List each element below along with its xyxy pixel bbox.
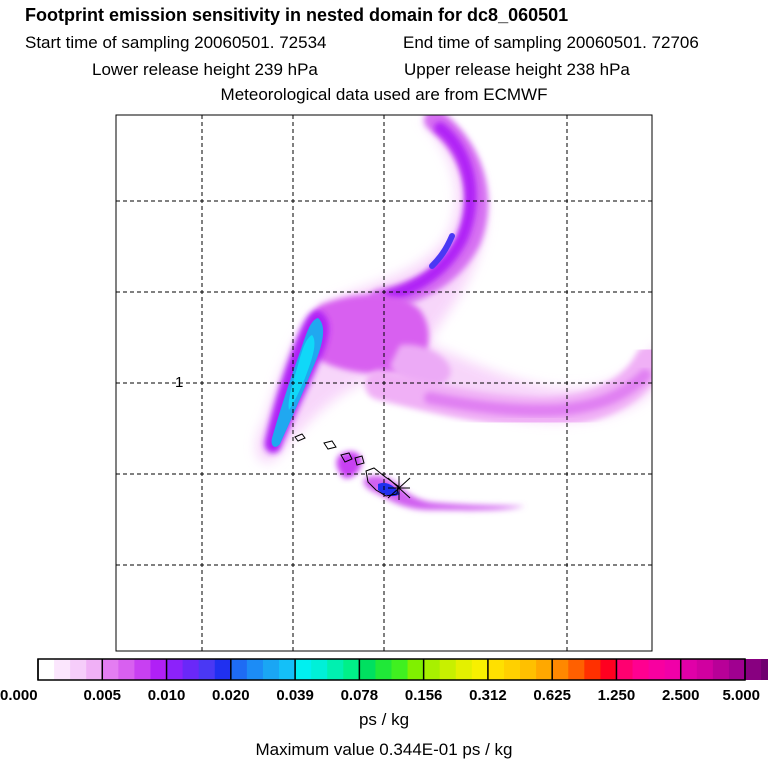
maximum-value-label: Maximum value 0.344E-01 ps / kg xyxy=(255,740,513,759)
colorbar-cell xyxy=(198,659,216,680)
colorbar-cell xyxy=(600,659,618,680)
colorbar-cell xyxy=(552,659,569,680)
colorbar-cell xyxy=(375,659,393,680)
colorbar-tick-label: 0.010 xyxy=(148,687,186,704)
colorbar-tick-label: 0.078 xyxy=(341,687,379,704)
colorbar-cell xyxy=(295,659,312,680)
colorbar-cell xyxy=(536,659,553,680)
colorbar-cell xyxy=(70,659,87,680)
end-time-label: End time of sampling 20060501. 72706 xyxy=(403,33,699,52)
colorbar-ticks xyxy=(37,659,746,680)
colorbar-cell xyxy=(520,659,537,680)
colorbar-cell xyxy=(86,659,103,680)
colorbar-cell xyxy=(343,659,360,680)
plume-streak-bright xyxy=(288,335,315,410)
colorbar-tick-label: 0.625 xyxy=(533,687,571,704)
receptor-marker xyxy=(387,476,411,500)
colorbar-cell xyxy=(166,659,184,680)
upper-release-height-label: Upper release height 238 hPa xyxy=(404,60,630,79)
colorbar-unit: ps / kg xyxy=(358,710,410,729)
colorbar-tick-label: 0.005 xyxy=(83,687,121,704)
colorbar-tick-label: 5.000 xyxy=(722,687,760,704)
colorbar-cell xyxy=(664,659,682,680)
colorbar-cell xyxy=(102,659,119,680)
colorbar-tick-label: 0.312 xyxy=(469,687,507,704)
colorbar-cell xyxy=(246,659,264,680)
map-frame xyxy=(115,114,653,652)
plume-halo xyxy=(256,118,652,463)
colorbar-tick-label: 0.000 xyxy=(0,687,38,704)
colorbar-cell xyxy=(648,659,666,680)
colorbar-tick-label: 0.156 xyxy=(405,687,443,704)
colorbar-labels: 0.000 0.005 0.010 0.020 0.039 0.078 0.156 0.312… xyxy=(0,687,760,704)
plume-south xyxy=(363,475,525,511)
plume-hook-core xyxy=(384,122,477,302)
coastline-island-1 xyxy=(294,433,306,442)
colorbar-cell xyxy=(38,659,55,680)
colorbar-cell xyxy=(54,659,71,680)
colorbar-cell xyxy=(150,659,168,680)
colorbar-cell xyxy=(487,659,505,680)
colorbar-cell xyxy=(761,659,768,680)
colorbar-cell xyxy=(279,659,296,680)
plot-title: Footprint emission sensitivity in nested… xyxy=(25,5,569,25)
colorbar-cell xyxy=(696,659,714,680)
coastline-big-island xyxy=(365,467,399,497)
colorbar-cell xyxy=(455,659,473,680)
colorbar-cell xyxy=(439,659,457,680)
colorbar-cell xyxy=(311,659,328,680)
plume-arc-core xyxy=(424,369,651,417)
colorbar-cells xyxy=(38,659,768,680)
colorbar-tick-label: 1.250 xyxy=(598,687,636,704)
colorbar-cell xyxy=(632,659,650,680)
colorbar-cell xyxy=(391,659,409,680)
meteorological-data-label: Meteorological data used are from ECMWF xyxy=(220,85,548,104)
colorbar-cell xyxy=(728,659,746,680)
colorbar-cell xyxy=(712,659,730,680)
grid-lines xyxy=(116,115,652,651)
colorbar-cell xyxy=(745,659,762,680)
colorbar-cell xyxy=(407,659,425,680)
colorbar-cell xyxy=(471,659,489,680)
colorbar-cell xyxy=(503,659,521,680)
colorbar-tick-label: 2.500 xyxy=(662,687,700,704)
colorbar-cell xyxy=(134,659,152,680)
colorbar-tick-label: 0.039 xyxy=(276,687,314,704)
colorbar-cell xyxy=(327,659,344,680)
coastline-island-3 xyxy=(340,452,353,463)
coastlines xyxy=(294,433,399,497)
coastline-island-2 xyxy=(323,440,337,450)
colorbar-cell xyxy=(680,659,698,680)
colorbar-cell xyxy=(214,659,232,680)
colorbar-cell xyxy=(423,659,441,680)
plume-hook-blue xyxy=(429,233,455,269)
colorbar-cell xyxy=(584,659,601,680)
colorbar-cell xyxy=(568,659,585,680)
receptor-label: 1 xyxy=(175,374,183,391)
lower-release-height-label: Lower release height 239 hPa xyxy=(92,60,318,79)
colorbar-cell xyxy=(359,659,377,680)
colorbar-cell xyxy=(262,659,280,680)
coastline-island-4 xyxy=(354,455,365,466)
colorbar-tick-label: 0.020 xyxy=(212,687,250,704)
colorbar-cell xyxy=(182,659,200,680)
colorbar-cell xyxy=(616,659,634,680)
colorbar-cell xyxy=(230,659,248,680)
start-time-label: Start time of sampling 20060501. 72534 xyxy=(25,33,327,52)
colorbar-cell xyxy=(118,659,136,680)
